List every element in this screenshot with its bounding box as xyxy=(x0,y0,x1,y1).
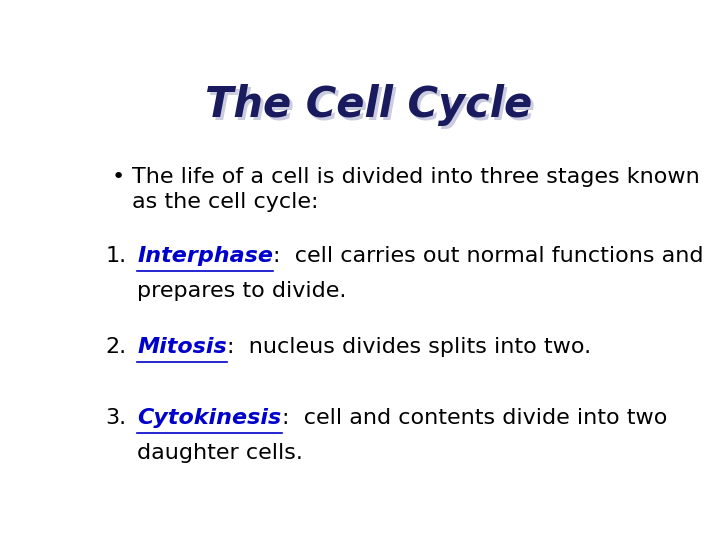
Text: •: • xyxy=(111,167,125,187)
Text: 3.: 3. xyxy=(106,408,127,428)
Text: Cytokinesis: Cytokinesis xyxy=(138,408,282,428)
Text: 1.: 1. xyxy=(106,246,127,266)
Text: Mitosis: Mitosis xyxy=(138,337,228,357)
Text: prepares to divide.: prepares to divide. xyxy=(138,281,347,301)
Text: The life of a cell is divided into three stages known
as the cell cycle:: The life of a cell is divided into three… xyxy=(132,167,700,212)
Text: Interphase: Interphase xyxy=(138,246,274,266)
Text: 2.: 2. xyxy=(106,337,127,357)
Text: :  cell and contents divide into two: : cell and contents divide into two xyxy=(282,408,667,428)
Text: :  nucleus divides splits into two.: : nucleus divides splits into two. xyxy=(228,337,591,357)
Text: The Cell Cycle: The Cell Cycle xyxy=(207,87,535,129)
Text: daughter cells.: daughter cells. xyxy=(138,443,303,463)
Text: :  cell carries out normal functions and: : cell carries out normal functions and xyxy=(274,246,704,266)
Text: The Cell Cycle: The Cell Cycle xyxy=(205,84,533,125)
